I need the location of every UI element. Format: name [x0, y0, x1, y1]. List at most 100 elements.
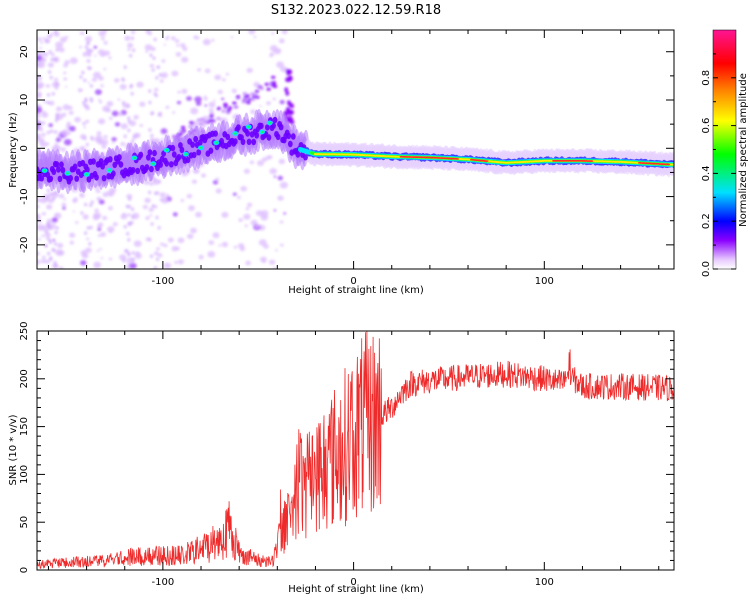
spectral-noise-blob: [105, 108, 111, 113]
y-tick-label: -10: [19, 188, 30, 204]
spectral-noise-blob: [127, 119, 131, 124]
ridge-core: [258, 122, 264, 130]
spectral-noise-blob: [48, 226, 52, 230]
spectral-noise-blob: [156, 65, 160, 69]
spectral-noise-blob: [55, 106, 62, 112]
spectral-noise-blob: [82, 214, 89, 220]
spectral-noise-blob: [245, 207, 250, 211]
spectral-noise-blob: [194, 96, 202, 103]
ridge-core: [240, 138, 246, 146]
spectral-noise-blob: [121, 101, 125, 105]
ridge-core: [138, 151, 144, 158]
spectral-noise-blob: [40, 41, 44, 44]
spectral-noise-blob: [258, 239, 267, 246]
spectral-noise-blob: [45, 142, 50, 146]
spectral-noise-blob: [69, 232, 76, 238]
spectral-noise-blob: [79, 146, 86, 151]
spectral-noise-blob: [94, 135, 103, 142]
spectral-noise-blob: [248, 30, 256, 35]
spectral-noise-blob: [186, 233, 194, 240]
spectral-noise-blob: [211, 38, 215, 42]
spectral-noise-blob: [177, 259, 184, 265]
figure-title: S132.2023.022.12.59.R18: [271, 3, 441, 18]
spectral-noise-blob: [58, 47, 65, 53]
ridge-core: [130, 167, 136, 174]
ridge-core: [57, 175, 63, 183]
ridge-core: [94, 174, 99, 181]
spectral-noise-blob: [203, 95, 207, 99]
spectral-noise-blob: [48, 123, 53, 128]
spectral-noise-blob: [152, 56, 156, 60]
spectral-noise-blob: [127, 204, 132, 209]
spectral-noise-blob: [208, 101, 216, 108]
ridge-core: [56, 166, 61, 173]
spectral-noise-blob: [118, 112, 123, 117]
ridge-peak: [165, 149, 168, 152]
ridge-core: [101, 175, 107, 182]
ridge-peak: [199, 146, 203, 149]
colorbar-tick-label: 0.2: [701, 213, 712, 229]
spectral-noise-blob: [212, 180, 219, 185]
spectral-noise-blob: [97, 222, 104, 227]
spectral-noise-blob: [239, 246, 246, 252]
spectral-noise-blob: [171, 70, 179, 77]
x-tick-label: 100: [535, 577, 554, 588]
spectral-noise-blob: [96, 131, 102, 136]
spectral-noise-blob: [253, 35, 257, 39]
y-tick-label: 10: [19, 94, 30, 107]
spectral-noise-blob: [150, 46, 156, 52]
spectral-branch-blob: [284, 87, 289, 93]
spectral-noise-blob: [81, 70, 85, 75]
spectral-branch-blob: [226, 109, 231, 113]
ridge-core: [176, 154, 182, 161]
spectral-noise-blob: [131, 251, 135, 255]
spectral-noise-blob: [124, 35, 131, 41]
spectral-noise-blob: [103, 50, 111, 56]
spectral-noise-blob: [277, 175, 283, 181]
spectral-noise-blob: [129, 262, 137, 269]
ridge-core: [48, 175, 54, 182]
spectral-noise-blob: [83, 103, 87, 108]
x-tick-label: 0: [350, 577, 356, 588]
spectral-branch-blob: [285, 77, 290, 83]
spectral-noise-blob: [37, 112, 41, 119]
spectral-noise-blob: [51, 248, 55, 252]
spectral-branch-blob: [253, 93, 258, 97]
spectral-noise-blob: [50, 32, 54, 36]
spectral-noise-blob: [259, 105, 262, 108]
spectral-noise-blob: [197, 68, 202, 72]
ridge-peak: [666, 163, 671, 166]
y-tick-label: 100: [19, 465, 30, 484]
colorbar: 0.0 0.2 0.4 0.6 0.8 Normalized spectral ampl…: [701, 29, 749, 277]
spectral-noise-blob: [54, 264, 58, 268]
spectral-noise-blob: [182, 46, 188, 51]
spectral-noise-blob: [130, 91, 134, 96]
spectral-noise-blob: [161, 59, 166, 63]
spectral-noise-blob: [107, 189, 115, 196]
spectral-noise-blob: [46, 93, 51, 97]
spectral-noise-blob: [37, 259, 41, 265]
spectral-noise-blob: [69, 57, 78, 64]
spectral-noise-blob: [272, 97, 276, 101]
spectral-noise-blob: [245, 260, 251, 266]
spectral-ridge: [37, 108, 674, 195]
spectral-noise-blob: [175, 246, 180, 251]
spectral-branch-blob: [271, 75, 276, 79]
spectral-noise-blob: [119, 254, 127, 261]
spectral-noise-blob: [55, 112, 59, 117]
spectral-noise-blob: [47, 101, 50, 104]
spectral-noise-blob: [103, 67, 107, 71]
ridge-peak: [43, 169, 46, 172]
spectral-noise-blob: [250, 219, 258, 226]
spectral-noise-blob: [85, 247, 92, 253]
spectral-noise-blob: [79, 193, 85, 198]
spectral-branch-blob: [227, 106, 233, 110]
spectral-noise-blob: [139, 101, 146, 107]
ridge-core: [59, 161, 64, 168]
spectral-noise-blob: [217, 89, 223, 95]
spectral-branch-blob: [247, 97, 252, 102]
ridge-core: [196, 149, 202, 156]
spectral-noise-blob: [57, 242, 64, 249]
spectral-noise-blob: [54, 85, 58, 88]
